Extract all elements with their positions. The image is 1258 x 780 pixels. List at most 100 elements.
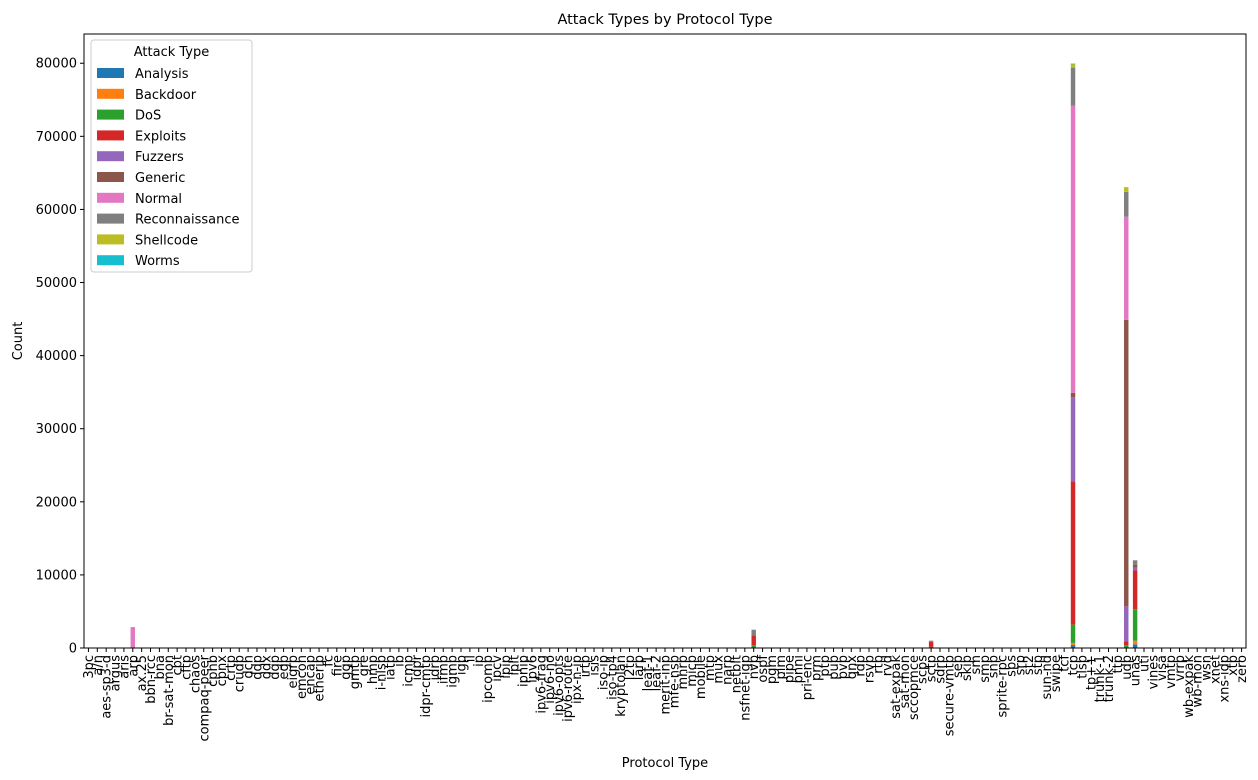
x-tick-label: ax.25 bbox=[135, 655, 150, 691]
bar-segment bbox=[1070, 67, 1076, 106]
legend-entry: Normal bbox=[135, 192, 182, 207]
x-tick-label: smp bbox=[978, 655, 993, 683]
y-tick-label: 50000 bbox=[36, 276, 77, 291]
x-tick-label: br-sat-mon bbox=[162, 655, 177, 726]
x-tick-label: 3pc bbox=[82, 655, 97, 679]
x-tick-label: udp bbox=[1120, 655, 1135, 680]
x-tick-label: ttp bbox=[1111, 655, 1126, 673]
legend-entry: Reconnaissance bbox=[135, 213, 240, 228]
x-tick-label: arp bbox=[126, 655, 141, 677]
x-tick-label: compaq-peer bbox=[197, 654, 212, 741]
x-tick-label: iplt bbox=[508, 655, 523, 676]
bar-segment bbox=[928, 646, 934, 648]
bar-segment bbox=[1132, 570, 1138, 610]
bar-segment bbox=[751, 629, 756, 636]
x-tick-label: bbn-rcc bbox=[144, 655, 159, 704]
x-tick-label: wb-expak bbox=[1182, 655, 1197, 718]
x-tick-label: secure-vmtp bbox=[942, 655, 957, 736]
bar-segment bbox=[928, 640, 934, 642]
bar-segment bbox=[1132, 567, 1138, 571]
x-tick-label: skip bbox=[960, 655, 975, 681]
bar-segment bbox=[1124, 641, 1129, 646]
x-tick-label: hmp bbox=[366, 655, 381, 684]
x-tick-label: fire bbox=[330, 655, 345, 676]
plot-border bbox=[83, 33, 1247, 649]
bar-segment bbox=[1124, 187, 1129, 188]
legend-entry: Analysis bbox=[135, 67, 189, 82]
x-tick-label: icmp bbox=[401, 655, 416, 687]
bar-segment bbox=[1132, 609, 1138, 641]
x-tick-label: isis bbox=[588, 655, 603, 676]
x-tick-label: gmtp bbox=[348, 655, 363, 689]
bar-segment bbox=[1070, 392, 1076, 398]
x-tick-label: idpr bbox=[410, 654, 425, 680]
x-tick-label: mtp bbox=[703, 655, 718, 681]
x-tick-label: kryptolan bbox=[614, 655, 629, 717]
x-tick-label: ddp bbox=[250, 655, 265, 680]
x-tick-label: ddx bbox=[259, 655, 274, 680]
x-tick-label: tlsp bbox=[1075, 655, 1090, 679]
x-tick-label: mux bbox=[712, 655, 727, 684]
y-axis: 0 10000 20000 30000 40000 50000 60000 70000 8000… bbox=[36, 57, 84, 657]
bar-segment bbox=[1124, 319, 1129, 607]
x-tick-label: micp bbox=[685, 655, 700, 687]
x-tick-label: gre bbox=[357, 655, 372, 676]
plot-area: 0 10000 20000 30000 40000 50000 60000 70000 8000… bbox=[36, 33, 1250, 742]
bar-segment bbox=[1124, 187, 1129, 192]
bar-segment bbox=[1070, 63, 1076, 68]
x-tick-label: pvp bbox=[836, 655, 851, 679]
x-tick-label: sdrp bbox=[933, 655, 948, 684]
legend-swatch bbox=[97, 255, 124, 266]
x-tick-label: trunk-2 bbox=[1102, 655, 1117, 702]
bar-segment bbox=[1124, 191, 1129, 217]
legend: Attack Type Analysis Backdoor DoS Exploits Fu… bbox=[90, 39, 253, 273]
x-tick-label: l2tp bbox=[623, 655, 638, 680]
x-tick-label: iso-tp4 bbox=[605, 655, 620, 700]
legend-swatch bbox=[97, 234, 124, 245]
x-tick-label: encap bbox=[304, 655, 319, 695]
x-tick-label: ipip bbox=[499, 655, 514, 679]
x-tick-label: st2 bbox=[1022, 655, 1037, 675]
x-tick-label: sccopmce bbox=[907, 655, 922, 720]
legend-entry: Shellcode bbox=[135, 233, 198, 248]
bar-segment bbox=[1070, 645, 1076, 648]
x-tick-label: il bbox=[463, 655, 478, 662]
x-tick-label: rtp bbox=[871, 655, 886, 674]
x-tick-label: egp bbox=[277, 655, 292, 680]
x-tick-label: emcon bbox=[295, 655, 310, 699]
x-tick-label: ggp bbox=[339, 655, 354, 680]
x-tick-label: a/n bbox=[91, 655, 106, 676]
x-tick-label: rdp bbox=[854, 655, 869, 677]
legend-entry: Worms bbox=[135, 254, 180, 269]
bar-segment bbox=[751, 635, 756, 646]
x-tick-label: aris bbox=[117, 655, 132, 679]
x-tick-label: pim bbox=[774, 655, 789, 680]
x-tick-label: snp bbox=[987, 655, 1002, 678]
x-tick-label: narp bbox=[721, 655, 736, 685]
bar-segment bbox=[1070, 63, 1076, 65]
legend-box bbox=[90, 39, 253, 273]
x-tick-label: ipv6-route bbox=[561, 655, 576, 722]
x-tick-label: netblt bbox=[729, 655, 744, 693]
x-tick-label: dgp bbox=[268, 655, 283, 680]
bar-segment bbox=[130, 627, 136, 648]
x-tick-label: ipv6-frag bbox=[534, 655, 549, 714]
x-tick-label: ipv6-no bbox=[543, 655, 558, 704]
x-tick-label: stp bbox=[1031, 655, 1046, 675]
x-tick-label: cftp bbox=[180, 655, 195, 680]
legend-entry: DoS bbox=[135, 109, 161, 124]
x-tick-label: nsfnet-igp bbox=[738, 655, 753, 721]
x-tick-label: pnni bbox=[792, 655, 807, 683]
x-tick-label: cphb bbox=[206, 655, 221, 687]
x-tick-label: ipcomp bbox=[481, 655, 496, 703]
x-tick-label: pri-enc bbox=[800, 655, 815, 700]
x-axis: 3pca/naes-sp3-dargusarisarpax.25bbn-rccb… bbox=[82, 648, 1250, 742]
x-tick-label: chaos bbox=[188, 655, 203, 693]
x-tick-label: ib bbox=[392, 655, 407, 667]
x-tick-label: sctp bbox=[925, 655, 940, 682]
legend-entry: Fuzzers bbox=[135, 150, 184, 165]
x-tick-label: visa bbox=[1155, 655, 1170, 681]
x-tick-label: ipcv bbox=[490, 655, 505, 682]
x-tick-label: mfe-nsp bbox=[667, 655, 682, 708]
bar-segment bbox=[928, 641, 934, 647]
